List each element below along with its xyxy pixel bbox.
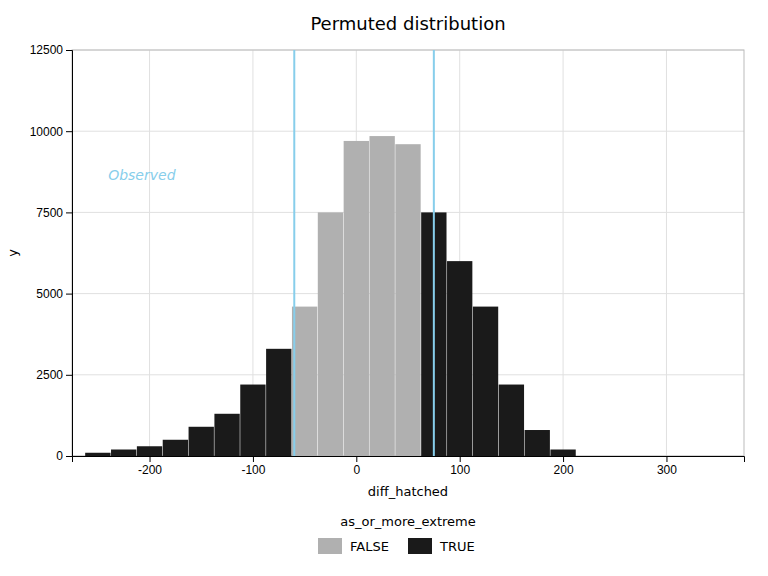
- x-axis: -200 -100 0 100 200 300: [73, 456, 745, 477]
- tick: -200: [138, 456, 162, 477]
- bar: [240, 385, 265, 456]
- bar: [292, 307, 317, 456]
- tick-mark: [66, 294, 72, 295]
- bar: [447, 261, 472, 456]
- tick-mark: [563, 456, 564, 462]
- tick-mark: [253, 456, 254, 462]
- bar: [369, 136, 394, 456]
- bar: [137, 446, 162, 456]
- bar: [214, 414, 239, 456]
- tick-mark: [66, 212, 72, 213]
- tick: 100: [450, 456, 470, 477]
- tick: -100: [241, 456, 265, 477]
- bar: [189, 427, 214, 456]
- x-axis-title: diff_hatched: [368, 484, 448, 499]
- observed-line: [293, 50, 295, 456]
- bar: [499, 385, 524, 456]
- legend-label: TRUE: [439, 539, 475, 554]
- y-axis: 0 2500 5000 7500 10000 12500: [30, 43, 73, 463]
- bar: [395, 144, 420, 456]
- grid-line-x: [563, 50, 564, 456]
- bar: [85, 453, 110, 456]
- grid-line-y: [72, 131, 744, 132]
- tick-label: 0: [56, 449, 63, 463]
- marks: [85, 50, 576, 456]
- tick-mark: [460, 456, 461, 462]
- tick-label: 100: [450, 463, 470, 477]
- bar: [344, 141, 369, 456]
- axis-line: [66, 51, 73, 457]
- chart: Observed -200 -100 0 100 200 300 0 2500 5000 7500 1…: [0, 0, 768, 576]
- tick: 0: [56, 449, 72, 463]
- tick-label: 7500: [36, 206, 63, 220]
- tick-label: 12500: [30, 43, 64, 57]
- legend-item: FALSE: [318, 538, 389, 554]
- bar: [318, 212, 343, 456]
- grid-line-x: [666, 50, 667, 456]
- tick-label: 5000: [36, 287, 63, 301]
- bar: [111, 450, 136, 456]
- tick: 12500: [30, 43, 72, 57]
- tick-mark: [66, 456, 72, 457]
- tick: 2500: [36, 368, 72, 382]
- bar: [550, 450, 575, 456]
- bar: [473, 307, 498, 456]
- grid-line-x: [149, 50, 150, 456]
- tick-mark: [66, 375, 72, 376]
- legend: as_or_more_extreme FALSE TRUE: [318, 514, 476, 554]
- tick-label: -200: [138, 463, 162, 477]
- tick: 0: [353, 456, 360, 477]
- legend-title: as_or_more_extreme: [340, 514, 476, 529]
- tick-mark: [66, 50, 72, 51]
- y-axis-title: y: [5, 249, 20, 257]
- title: Permuted distribution: [310, 13, 505, 34]
- grid: [72, 50, 744, 456]
- tick-mark: [356, 456, 357, 462]
- plot: Observed -200 -100 0 100 200 300 0 2500 5000 7500 1…: [5, 43, 745, 499]
- tick-label: 200: [554, 463, 574, 477]
- observed-line: [433, 50, 435, 456]
- tick: 300: [657, 456, 677, 477]
- tick-mark: [66, 131, 72, 132]
- tick: 10000: [30, 125, 72, 139]
- legend-swatch: [318, 538, 342, 554]
- legend-swatch: [408, 538, 432, 554]
- tick-label: 0: [353, 463, 360, 477]
- series: [85, 212, 576, 456]
- bar: [266, 349, 291, 456]
- legend-label: FALSE: [350, 539, 389, 554]
- legend-item: TRUE: [408, 538, 475, 554]
- series: [292, 136, 421, 456]
- tick-label: -100: [241, 463, 265, 477]
- tick-label: 10000: [30, 125, 64, 139]
- bar: [163, 440, 188, 456]
- tick-mark: [666, 456, 667, 462]
- tick-mark: [150, 456, 151, 462]
- tick-label: 300: [657, 463, 677, 477]
- plot-frame: [72, 50, 744, 456]
- tick: 200: [554, 456, 574, 477]
- tick: 7500: [36, 206, 72, 220]
- tick-label: 2500: [36, 368, 63, 382]
- tick: 5000: [36, 287, 72, 301]
- bar: [525, 430, 550, 456]
- axis-line: [73, 457, 745, 463]
- annotation: Observed: [108, 167, 175, 183]
